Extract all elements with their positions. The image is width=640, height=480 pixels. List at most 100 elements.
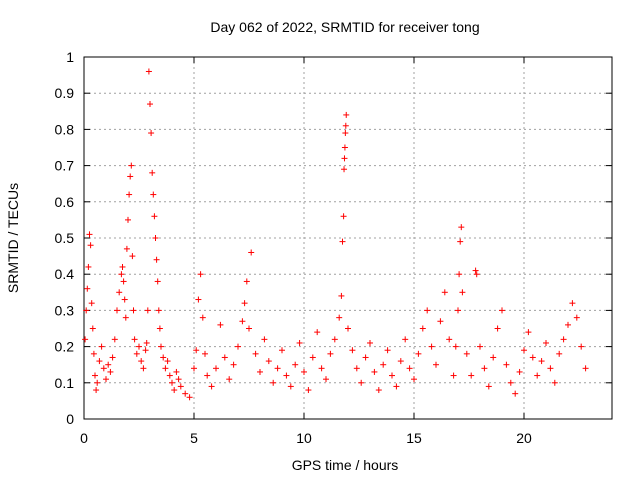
data-point [98,343,105,350]
data-point [494,325,501,332]
data-point [573,314,580,321]
data-point [362,354,369,361]
data-point [340,213,347,220]
data-point [358,379,365,386]
data-point [287,383,294,390]
data-point [246,325,252,332]
data-point [241,300,248,307]
data-point [419,325,426,332]
data-point [327,350,334,357]
data-point [156,325,163,332]
data-point [119,263,126,270]
data-point [283,372,290,379]
data-point [100,365,107,372]
data-point [341,166,348,173]
x-tick-label: 20 [516,430,532,446]
data-point [556,350,563,357]
data-point [534,372,541,379]
data-point [569,300,576,307]
data-point [103,376,109,383]
data-point [457,238,464,245]
data-point [503,361,510,368]
data-point [270,379,277,386]
data-point [162,365,169,372]
y-tick-label: 0.8 [55,121,75,137]
data-point [93,387,100,394]
data-point [353,365,360,372]
x-tick-label: 0 [80,430,88,446]
data-point [305,387,312,394]
data-point [341,144,348,151]
data-point [105,361,112,368]
data-point [129,253,136,260]
data-point [111,336,118,343]
data-point [341,155,348,162]
data-point [252,350,259,357]
data-point [393,383,400,390]
data-point [458,224,465,231]
chart-title: Day 062 of 2022, SRMTID for receiver ton… [210,19,479,35]
data-point [151,213,158,220]
data-point [389,372,395,379]
data-point [127,173,134,180]
data-point [343,111,350,118]
data-point [148,130,155,137]
data-point [468,372,475,379]
plot-frame [83,56,613,420]
data-point [182,390,189,397]
data-point [384,347,391,354]
data-point [199,314,206,321]
data-point [202,350,208,357]
data-point [87,242,94,249]
data-point [485,383,492,390]
data-point [261,336,268,343]
data-point [177,383,184,390]
data-point [152,235,159,241]
data-point [150,191,157,198]
x-tick-label: 15 [406,430,422,446]
data-point [197,271,204,278]
x-axis-label: GPS time / hours [292,457,399,473]
data-point [560,336,567,343]
data-point [92,372,98,379]
x-tick-label: 10 [296,430,312,446]
data-point [450,372,457,379]
data-point [292,361,299,368]
data-point [411,376,417,383]
y-axis-label: SRMTID / TECUs [5,183,21,293]
data-point [309,354,316,361]
y-tick-label: 0.1 [55,375,75,391]
data-point [507,379,514,386]
data-point [175,376,182,383]
data-point [456,271,463,278]
data-point [147,101,153,108]
data-point [318,365,325,372]
data-point [380,361,387,368]
data-point [114,307,120,314]
data-point [582,365,589,372]
data-point [565,321,571,328]
data-point [512,390,519,397]
data-point [173,368,180,375]
data-point [428,343,435,350]
data-point [279,347,285,354]
data-point [86,231,93,238]
data-point [136,343,142,350]
data-point [338,292,345,299]
data-point [543,339,549,346]
data-point [122,314,129,321]
data-point [94,379,101,386]
data-point [217,321,224,328]
data-point [171,387,178,394]
y-tick-label: 0.9 [55,85,75,101]
data-point [402,336,409,343]
data-point [213,365,219,372]
data-point [248,249,255,256]
data-point [490,354,497,361]
data-point [446,336,453,343]
data-point [472,267,479,274]
y-tick-label: 0.5 [55,230,75,246]
data-point [521,347,527,354]
data-point [131,336,138,343]
data-point [84,285,91,292]
